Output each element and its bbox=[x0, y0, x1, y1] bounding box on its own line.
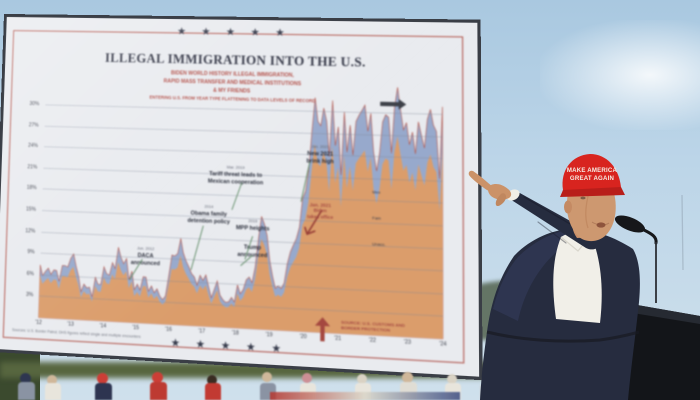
svg-text:GREAT AGAIN: GREAT AGAIN bbox=[570, 175, 614, 182]
svg-text:MAKE AMERICA: MAKE AMERICA bbox=[567, 167, 618, 174]
